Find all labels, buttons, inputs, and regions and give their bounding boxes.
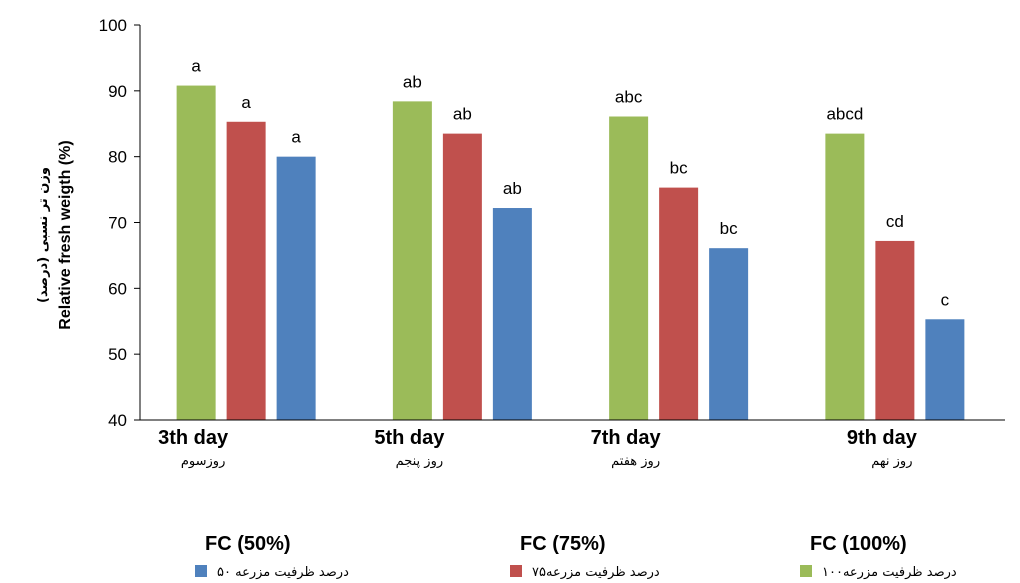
bar — [226, 121, 266, 421]
y-tick-label: 100 — [99, 16, 127, 35]
x-tick-label: 3th day — [158, 427, 229, 449]
x-tick-label: 5th day — [374, 427, 445, 449]
data-label: ab — [503, 179, 522, 198]
bar — [659, 187, 699, 420]
x-tick-label-fa: روز پنجم — [396, 454, 444, 469]
data-label: cd — [886, 212, 904, 231]
y-axis: 40 50 60 70 80 90 100 — [99, 16, 141, 430]
legend: FC (50%) ۵۰ درصد ظرفیت مزرعه FC (75%) ۷۵درص… — [195, 533, 957, 580]
legend-swatch — [800, 565, 812, 577]
legend-title: FC (50%) — [205, 533, 291, 555]
bar — [925, 319, 965, 420]
data-label: abcd — [826, 105, 863, 124]
bar — [442, 133, 482, 420]
bars-group: a a a ab ab ab abc bc bc abcd cd c — [176, 57, 965, 421]
bar — [276, 156, 316, 420]
legend-swatch — [195, 565, 207, 577]
x-tick-label-fa: روز هفتم — [611, 454, 660, 469]
data-label: a — [291, 128, 301, 147]
legend-title: FC (75%) — [520, 533, 606, 555]
legend-label: ۵۰ درصد ظرفیت مزرعه — [217, 565, 349, 580]
y-axis-label-fa: وزن تر نسبی (درصد) — [36, 167, 51, 303]
y-tick-label: 40 — [108, 411, 127, 430]
bar — [875, 240, 915, 420]
legend-swatch — [510, 565, 522, 577]
data-label: abc — [615, 88, 643, 107]
x-tick-label-fa: روز نهم — [871, 454, 912, 469]
bar — [609, 116, 649, 420]
legend-label: ۷۵درصد ظرفیت مزرعه — [532, 565, 660, 580]
x-axis: 3th day روزسوم 5th day روز پنجم 7th day روز ه… — [140, 419, 1005, 469]
x-tick-label-fa: روزسوم — [181, 454, 226, 469]
bar — [825, 133, 865, 420]
bar — [392, 101, 432, 420]
legend-title: FC (100%) — [810, 533, 907, 555]
data-label: bc — [670, 159, 688, 178]
legend-label: ۱۰۰درصد ظرفیت مزرعه — [822, 565, 957, 580]
data-label: c — [941, 290, 950, 309]
y-tick-label: 50 — [108, 345, 127, 364]
bar — [709, 248, 749, 420]
x-tick-label: 9th day — [847, 427, 918, 449]
bar — [176, 85, 216, 421]
y-tick-label: 90 — [108, 82, 127, 101]
y-tick-label: 70 — [108, 214, 127, 233]
data-label: a — [241, 93, 251, 112]
data-label: a — [191, 57, 201, 76]
y-tick-label: 60 — [108, 279, 127, 298]
x-tick-label: 7th day — [591, 427, 662, 449]
data-label: bc — [720, 219, 738, 238]
y-tick-label: 80 — [108, 148, 127, 167]
data-label: ab — [453, 105, 472, 124]
data-label: ab — [403, 72, 422, 91]
y-axis-title: Relative fresh weigth (%) وزن تر نسبی (د… — [36, 140, 74, 329]
y-axis-label-en: Relative fresh weigth (%) — [57, 140, 74, 329]
bar — [492, 208, 532, 420]
